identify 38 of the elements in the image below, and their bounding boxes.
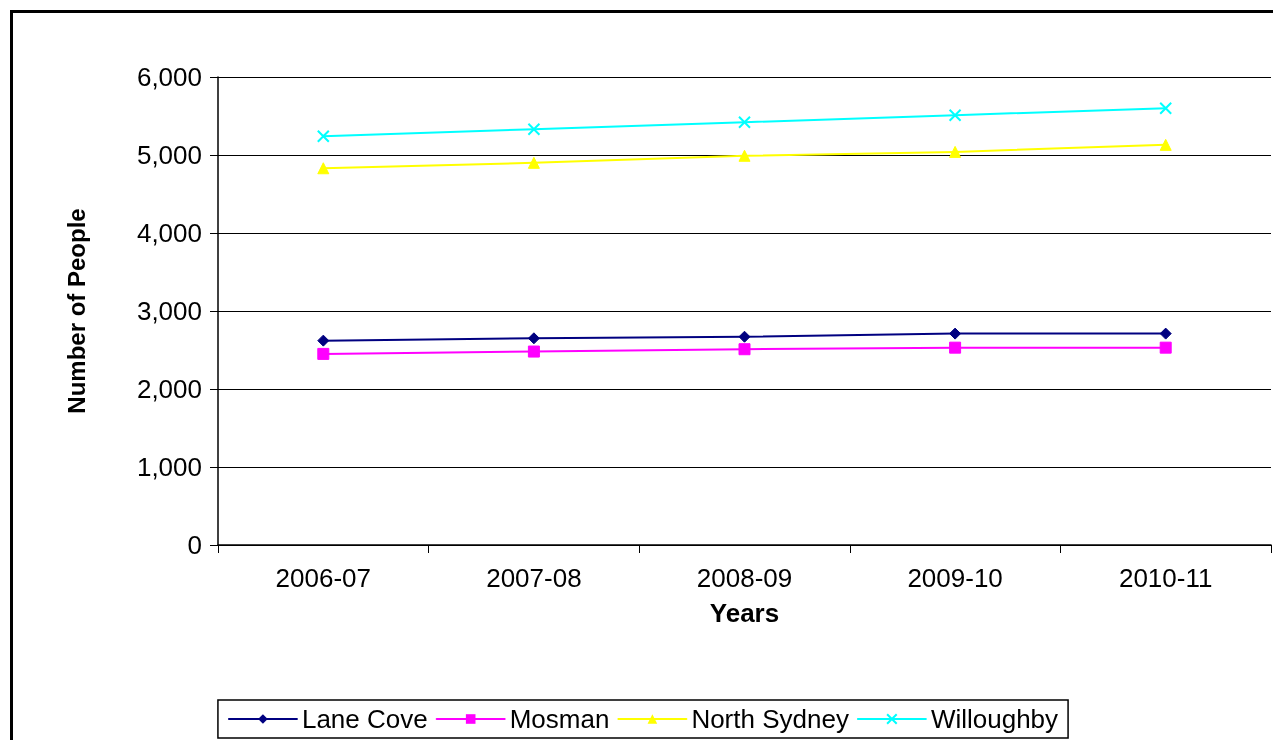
point <box>949 327 962 340</box>
legend-label: Lane Cove <box>301 704 428 734</box>
point <box>1159 327 1172 340</box>
y-tick-label: 4,000 <box>136 218 202 248</box>
point <box>1159 341 1172 354</box>
x-tick-label: 2007-08 <box>486 563 582 593</box>
point <box>738 343 751 356</box>
y-tick-label: 6,000 <box>136 62 202 92</box>
x-tick-label: 2006-07 <box>275 563 372 593</box>
x-tick-label: 2010-11 <box>1118 563 1213 593</box>
point <box>527 156 540 169</box>
point <box>738 149 751 162</box>
y-tick-label: 3,000 <box>136 296 202 326</box>
point <box>317 334 330 347</box>
y-axis-title: Number of People <box>62 208 90 414</box>
point <box>949 341 962 354</box>
point <box>1159 138 1172 151</box>
legend-label: Willoughby <box>930 704 1059 734</box>
y-tick-label: 0 <box>187 530 202 560</box>
point <box>527 122 541 136</box>
legend-label: Mosman <box>509 704 610 734</box>
point <box>738 330 751 343</box>
point <box>527 345 540 358</box>
point <box>317 162 330 175</box>
x-tick-label: 2009-10 <box>907 563 1003 593</box>
x-axis-title: Years <box>709 598 780 628</box>
point <box>527 332 540 345</box>
point <box>738 115 751 129</box>
y-tick-label: 2,000 <box>136 374 202 404</box>
y-tick-label: 5,000 <box>136 140 202 170</box>
point <box>316 129 330 143</box>
legend-label: North Sydney <box>691 704 849 734</box>
point <box>317 347 330 360</box>
y-tick-label: 1,000 <box>136 452 202 482</box>
point <box>1159 101 1173 115</box>
point <box>949 145 962 158</box>
point <box>948 108 962 122</box>
x-tick-label: 2008-09 <box>696 563 793 593</box>
